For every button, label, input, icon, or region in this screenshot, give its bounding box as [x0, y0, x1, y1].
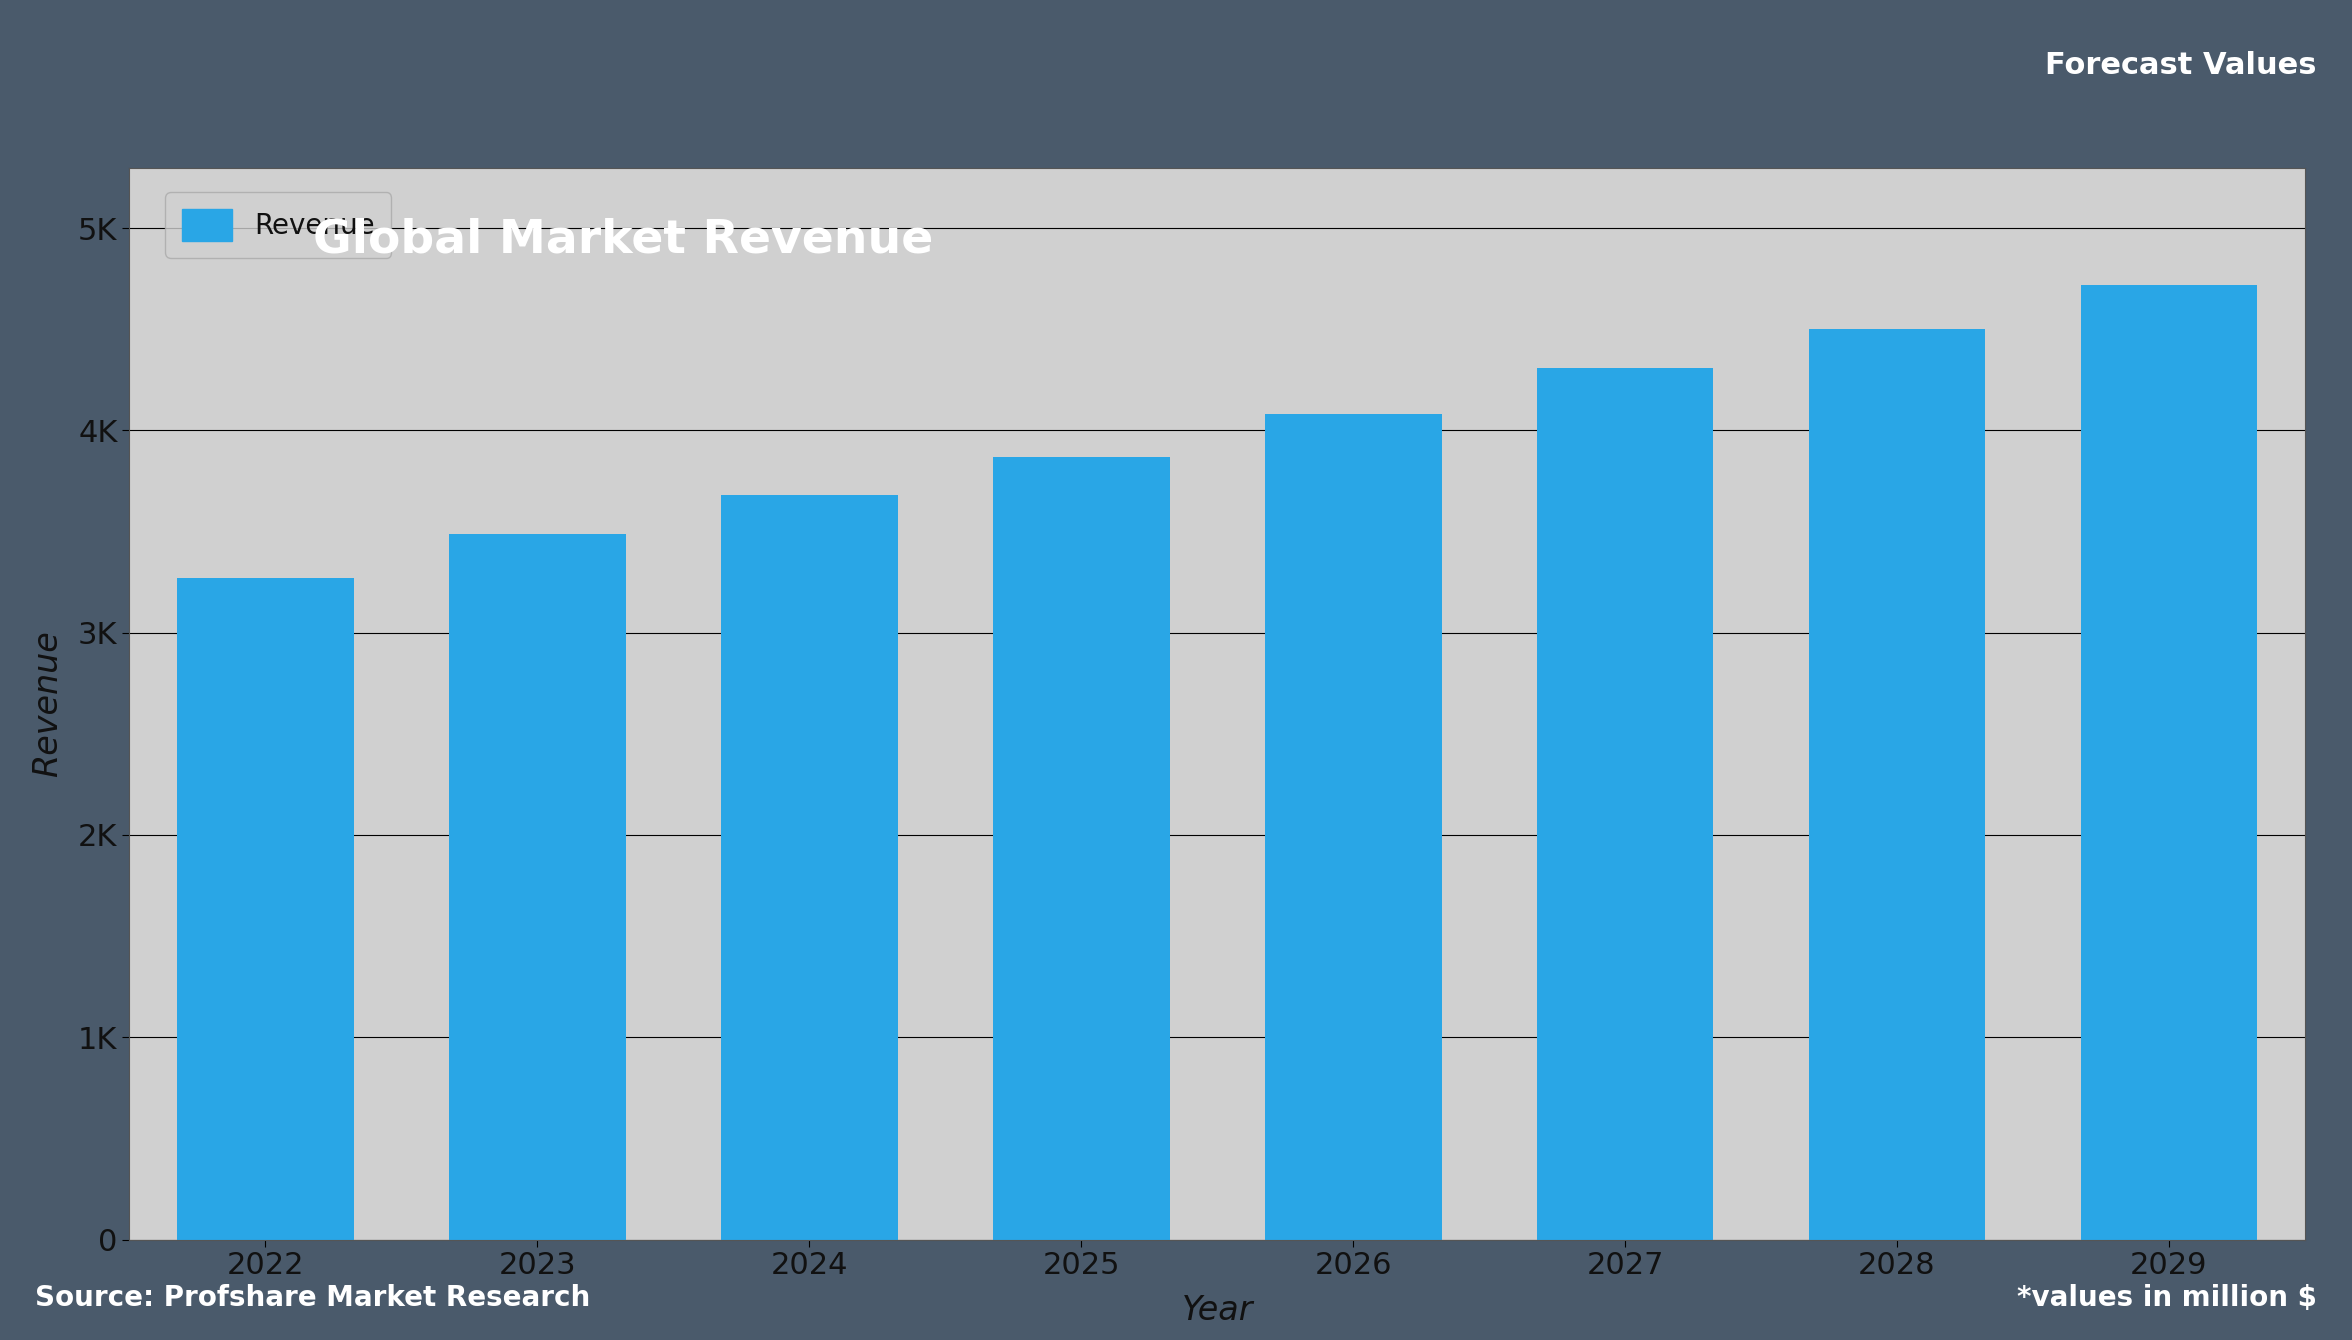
Bar — [449, 533, 626, 1240]
Bar — [2082, 285, 2258, 1240]
Bar — [176, 578, 353, 1240]
Bar — [1536, 367, 1715, 1240]
X-axis label: Year: Year — [1181, 1294, 1254, 1327]
Y-axis label: Revenue: Revenue — [31, 630, 64, 777]
Text: Forecast Values: Forecast Values — [2046, 51, 2317, 80]
Bar — [993, 457, 1169, 1240]
Text: Global Market Revenue: Global Market Revenue — [313, 217, 934, 263]
Bar — [1265, 414, 1442, 1240]
Text: Source: Profshare Market Research: Source: Profshare Market Research — [35, 1285, 590, 1312]
Legend: Revenue: Revenue — [165, 192, 390, 257]
Text: *values in million $: *values in million $ — [2018, 1285, 2317, 1312]
Bar — [1809, 330, 1985, 1240]
Bar — [720, 496, 898, 1240]
